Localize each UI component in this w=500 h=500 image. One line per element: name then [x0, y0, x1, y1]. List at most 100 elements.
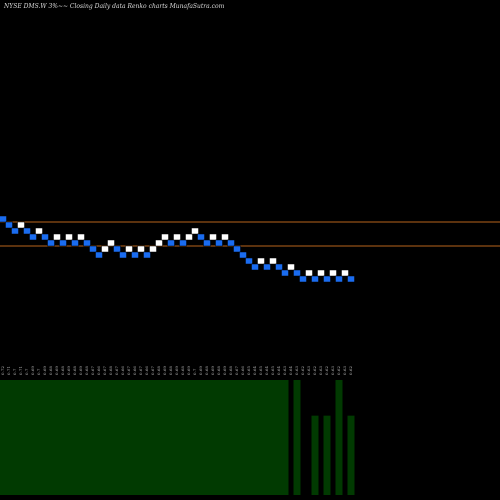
brick [221, 233, 229, 241]
volume-bar [155, 380, 163, 495]
price-label: 0.7 [192, 368, 197, 375]
brick [317, 269, 325, 277]
brick [239, 251, 247, 259]
price-label: 0.67 [150, 366, 155, 375]
volume-bar [269, 380, 277, 495]
price-label: 0.64 [252, 366, 257, 375]
price-label: 0.69 [222, 366, 227, 375]
volume-bar [95, 380, 103, 495]
brick [251, 263, 259, 271]
volume-bar [197, 380, 205, 495]
price-label: 0.66 [132, 366, 137, 375]
volume-bar [137, 380, 145, 495]
price-label: 0.69 [210, 366, 215, 375]
volume-bar [335, 380, 343, 495]
volume-bar [53, 380, 61, 495]
brick [83, 239, 91, 247]
brick [281, 269, 289, 277]
brick [161, 233, 169, 241]
brick [95, 251, 103, 259]
price-label: 0.63 [330, 366, 335, 375]
brick [77, 233, 85, 241]
volume-bar [251, 380, 259, 495]
price-label: 0.62 [312, 366, 317, 375]
price-label: 0.63 [318, 366, 323, 375]
volume-bar [263, 380, 271, 495]
volume-bar [0, 380, 7, 495]
brick [113, 245, 121, 253]
brick [149, 245, 157, 253]
brick [41, 233, 49, 241]
price-label: 0.68 [156, 366, 161, 375]
price-label: 0.71 [6, 366, 11, 375]
volume-bar [101, 380, 109, 495]
volume-bar [209, 380, 217, 495]
price-label: 0.62 [324, 366, 329, 375]
brick [335, 275, 343, 283]
brick [137, 245, 145, 253]
brick [35, 227, 43, 235]
price-label: 0.68 [72, 366, 77, 375]
price-label: 0.69 [162, 366, 167, 375]
price-label: 0.66 [96, 366, 101, 375]
volume-bar [41, 380, 49, 495]
volume-bar [293, 380, 301, 495]
brick [347, 275, 355, 283]
volume-bar [65, 380, 73, 495]
volume-bar [275, 380, 283, 495]
volume-bar [119, 380, 127, 495]
brick [269, 257, 277, 265]
volume-bar [311, 415, 319, 495]
volume-bar [35, 380, 43, 495]
brick [23, 227, 31, 235]
brick [185, 233, 193, 241]
price-label: 0.63 [294, 366, 299, 375]
price-label: 0.67 [90, 366, 95, 375]
volume-bar [71, 380, 79, 495]
brick [341, 269, 349, 277]
volume-bar [77, 380, 85, 495]
volume-bar [227, 380, 235, 495]
volume-bar [83, 380, 91, 495]
brick [209, 233, 217, 241]
volume-bar [245, 380, 253, 495]
brick [143, 251, 151, 259]
brick [287, 263, 295, 271]
price-label: 0.68 [216, 366, 221, 375]
price-label: 0.65 [246, 366, 251, 375]
volume-bar [17, 380, 25, 495]
volume-bar [167, 380, 175, 495]
volume-bar [323, 415, 331, 495]
price-label: 0.63 [306, 366, 311, 375]
brick [5, 221, 13, 229]
price-label: 0.63 [282, 366, 287, 375]
volume-bar [5, 380, 13, 495]
price-label: 0.63 [342, 366, 347, 375]
volume-bar [257, 380, 265, 495]
brick [215, 239, 223, 247]
brick [155, 239, 163, 247]
brick [233, 245, 241, 253]
brick [227, 239, 235, 247]
price-label: 0.69 [198, 366, 203, 375]
volume-bar [89, 380, 97, 495]
brick [299, 275, 307, 283]
price-label: 0.68 [48, 366, 53, 375]
brick [173, 233, 181, 241]
brick [305, 269, 313, 277]
brick [47, 239, 55, 247]
price-label: 0.69 [78, 366, 83, 375]
volume-bar [233, 380, 241, 495]
brick [0, 215, 7, 223]
price-label: 0.7 [36, 368, 41, 375]
price-label: 0.65 [258, 366, 263, 375]
volume-bar [239, 380, 247, 495]
price-label: 0.68 [84, 366, 89, 375]
price-label: 0.67 [114, 366, 119, 375]
chart-title: NYSE DMS.W 3%~~ Closing Daily data Renko… [3, 3, 225, 10]
volume-bar [11, 380, 19, 495]
price-label: 0.68 [168, 366, 173, 375]
brick [119, 251, 127, 259]
brick [167, 239, 175, 247]
